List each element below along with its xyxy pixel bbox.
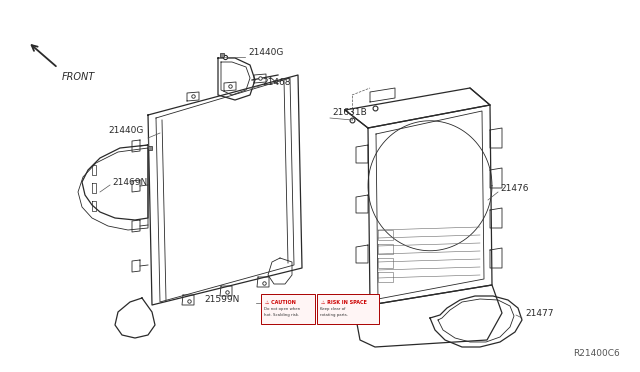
Text: 21440G: 21440G xyxy=(108,125,143,135)
Text: 21599N: 21599N xyxy=(204,295,239,305)
Text: ⚠ CAUTION: ⚠ CAUTION xyxy=(265,300,296,305)
Text: 21468: 21468 xyxy=(262,77,291,87)
Text: 21631B: 21631B xyxy=(332,108,367,116)
Text: 21477: 21477 xyxy=(525,310,554,318)
Text: 21476: 21476 xyxy=(500,183,529,192)
Text: Keep clear of: Keep clear of xyxy=(320,307,346,311)
Text: Do not open when: Do not open when xyxy=(264,307,300,311)
Text: 21440G: 21440G xyxy=(248,48,284,57)
Text: hot. Scalding risk.: hot. Scalding risk. xyxy=(264,313,300,317)
Text: FRONT: FRONT xyxy=(62,72,95,82)
Text: ⚠ RISK IN SPACE: ⚠ RISK IN SPACE xyxy=(321,300,367,305)
Text: 21469N: 21469N xyxy=(112,177,147,186)
FancyBboxPatch shape xyxy=(317,294,379,324)
Text: R21400C6: R21400C6 xyxy=(573,349,620,358)
FancyBboxPatch shape xyxy=(261,294,315,324)
Text: rotating parts.: rotating parts. xyxy=(320,313,348,317)
